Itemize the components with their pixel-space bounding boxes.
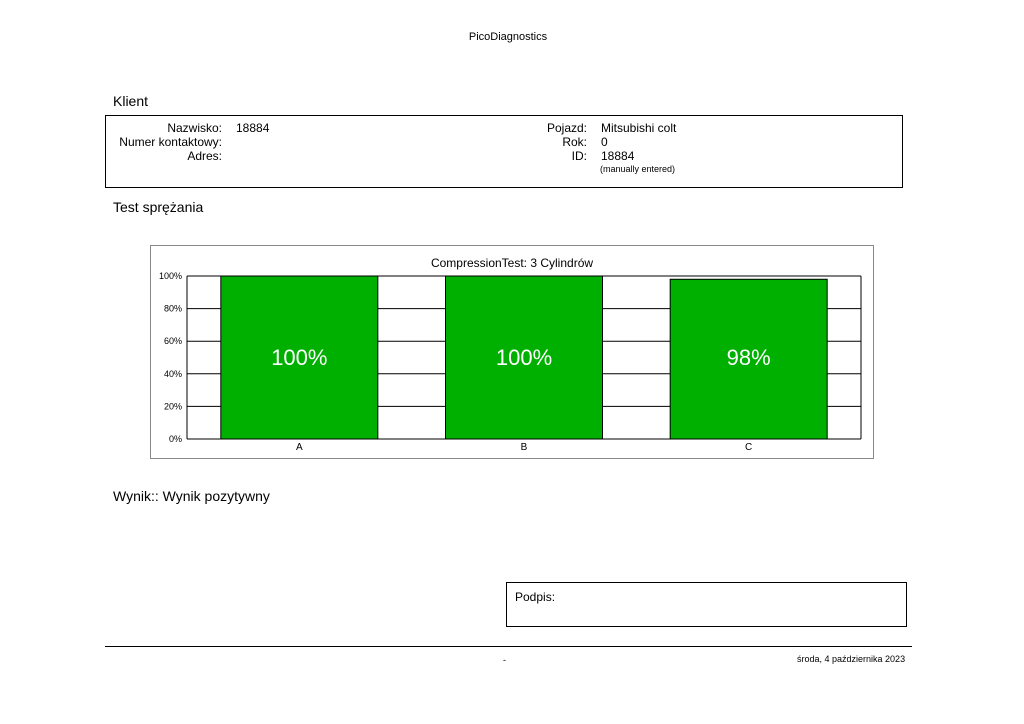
signature-box: Podpis: xyxy=(506,582,907,627)
result-text: Wynik:: Wynik pozytywny xyxy=(113,488,270,504)
id-label: ID: xyxy=(571,149,587,163)
bar-data-label: 100% xyxy=(496,345,552,370)
y-tick-label: 20% xyxy=(164,401,182,411)
y-tick-label: 100% xyxy=(159,271,182,281)
contact-number-label: Numer kontaktowy: xyxy=(119,135,222,149)
bar-A xyxy=(220,275,379,440)
bar-C xyxy=(669,278,828,440)
x-tick-label: A xyxy=(296,442,303,453)
y-tick-label: 0% xyxy=(169,434,182,444)
surname-label: Nazwisko: xyxy=(167,121,222,135)
chart-title: CompressionTest: 3 Cylindrów xyxy=(431,256,593,270)
bar-data-label: 98% xyxy=(727,345,771,370)
vehicle-label: Pojazd: xyxy=(546,121,587,135)
y-tick-label: 80% xyxy=(164,304,182,314)
app-title: PicoDiagnostics xyxy=(468,31,548,43)
compression-chart-svg: CompressionTest: 3 Cylindrów 0% 20% 40% 60%… xyxy=(159,256,862,453)
footer-divider xyxy=(105,646,912,647)
year-value: 0 xyxy=(601,135,608,149)
signature-label: Podpis: xyxy=(515,590,556,604)
client-info-box: Nazwisko: 18884 Numer kontaktowy: Adres:… xyxy=(105,115,903,188)
vehicle-value: Mitsubishi colt xyxy=(601,121,677,135)
id-note: (manually entered) xyxy=(600,164,676,174)
footer-date: środa, 4 października 2023 xyxy=(797,654,906,664)
compression-heading: Test sprężania xyxy=(113,199,204,215)
bar-data-label: 100% xyxy=(271,345,327,370)
id-value: 18884 xyxy=(601,149,635,163)
footer-dash: - xyxy=(503,655,506,665)
client-heading: Klient xyxy=(113,93,149,109)
y-tick-label: 60% xyxy=(164,336,182,346)
surname-value: 18884 xyxy=(236,121,270,135)
x-tick-label: B xyxy=(521,442,528,453)
y-tick-label: 40% xyxy=(164,369,182,379)
x-tick-label: C xyxy=(745,442,752,453)
compression-chart: CompressionTest: 3 Cylindrów 0% 20% 40% 60%… xyxy=(150,245,874,459)
year-label: Rok: xyxy=(562,135,587,149)
address-label: Adres: xyxy=(187,149,222,163)
bar-B xyxy=(445,275,603,440)
